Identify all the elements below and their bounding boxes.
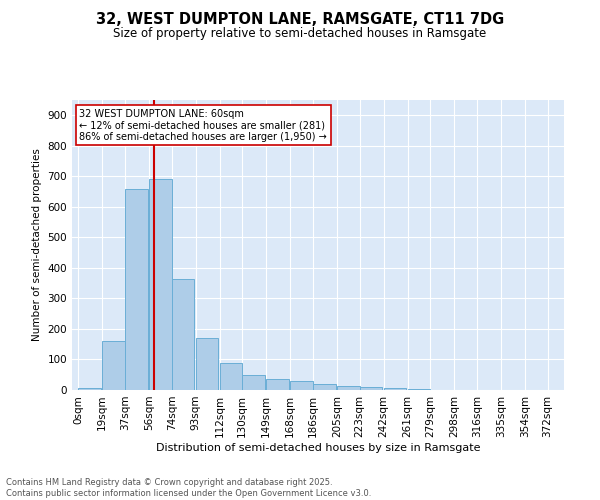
- Bar: [242, 376, 265, 390]
- Text: 32 WEST DUMPTON LANE: 60sqm
← 12% of semi-detached houses are smaller (281)
86% : 32 WEST DUMPTON LANE: 60sqm ← 12% of sem…: [79, 108, 327, 142]
- Bar: [266, 378, 289, 390]
- Text: 32, WEST DUMPTON LANE, RAMSGATE, CT11 7DG: 32, WEST DUMPTON LANE, RAMSGATE, CT11 7D…: [96, 12, 504, 28]
- Bar: [149, 180, 172, 390]
- Text: Size of property relative to semi-detached houses in Ramsgate: Size of property relative to semi-detach…: [113, 28, 487, 40]
- Bar: [220, 364, 242, 390]
- Bar: [290, 381, 313, 390]
- Bar: [196, 338, 218, 390]
- Bar: [359, 387, 382, 390]
- Bar: [383, 388, 406, 390]
- Bar: [337, 386, 359, 390]
- Bar: [125, 188, 148, 390]
- Text: Contains HM Land Registry data © Crown copyright and database right 2025.
Contai: Contains HM Land Registry data © Crown c…: [6, 478, 371, 498]
- X-axis label: Distribution of semi-detached houses by size in Ramsgate: Distribution of semi-detached houses by …: [156, 442, 480, 452]
- Bar: [102, 341, 125, 390]
- Bar: [313, 384, 335, 390]
- Bar: [79, 388, 101, 390]
- Bar: [407, 389, 430, 390]
- Bar: [172, 278, 194, 390]
- Y-axis label: Number of semi-detached properties: Number of semi-detached properties: [32, 148, 42, 342]
